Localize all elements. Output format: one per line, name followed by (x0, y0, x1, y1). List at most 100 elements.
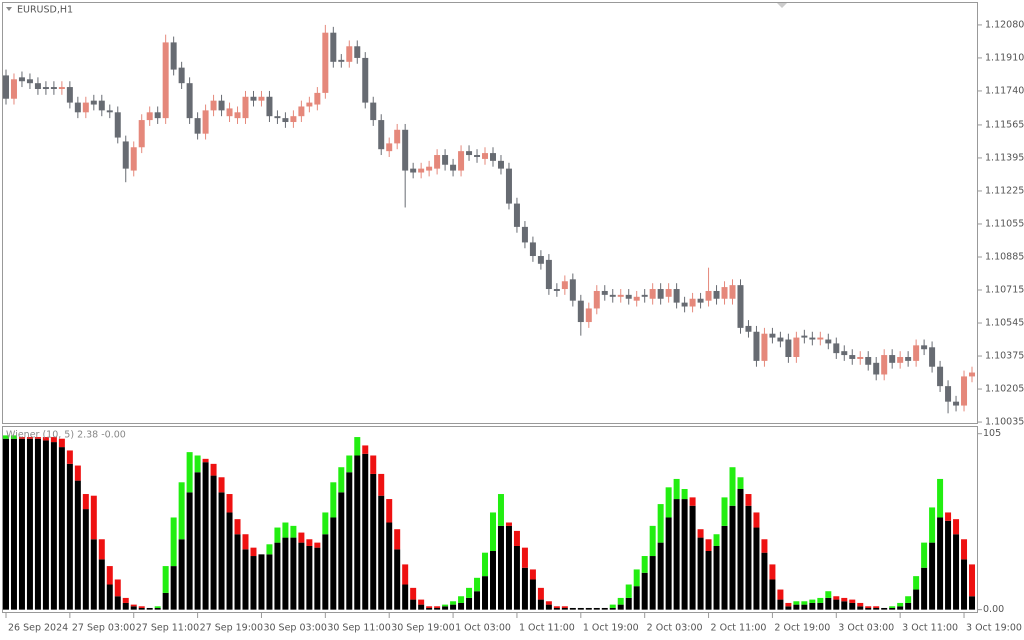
histogram-bar (537, 587, 544, 600)
candle-body (58, 87, 65, 90)
histogram-bar (466, 597, 473, 610)
candle-body (969, 372, 976, 377)
candle-body (689, 298, 696, 307)
histogram-bar (849, 602, 856, 610)
histogram-bar (609, 607, 616, 610)
histogram-bar (194, 472, 201, 610)
histogram-bar (410, 599, 417, 610)
candle-body (386, 143, 393, 152)
histogram-bar (106, 566, 113, 585)
shift-marker[interactable] (777, 3, 787, 8)
histogram-bar (66, 450, 73, 464)
histogram-bar (210, 463, 217, 476)
candle-body (593, 290, 600, 309)
histogram-bar (577, 607, 584, 610)
histogram-bar (42, 440, 49, 610)
histogram-bar (122, 602, 129, 610)
histogram-bar (42, 437, 49, 441)
histogram-bar (969, 596, 976, 610)
collapse-arrow[interactable] (6, 7, 12, 11)
candle-body (793, 337, 800, 358)
candle-body (418, 168, 425, 173)
histogram-bar (74, 480, 81, 610)
histogram-bar (913, 589, 920, 610)
histogram-bar (466, 587, 473, 598)
histogram-bar (402, 584, 409, 610)
histogram-bar (370, 473, 377, 610)
x-tick-label: 3 Oct 11:00 (902, 623, 958, 634)
histogram-bar (10, 435, 17, 439)
histogram-bar (290, 525, 297, 538)
histogram-bar (953, 534, 960, 610)
histogram-bar (737, 477, 744, 489)
histogram-bar (202, 462, 209, 610)
histogram-bar (186, 492, 193, 610)
histogram-bar (218, 477, 225, 493)
histogram-bar (929, 507, 936, 543)
histogram-bar (274, 542, 281, 610)
histogram-bar (529, 569, 536, 580)
candle-body (314, 92, 321, 105)
histogram-bar (673, 478, 680, 500)
candle-body (34, 83, 41, 90)
candle-body (114, 112, 121, 138)
candle-body (825, 339, 832, 344)
histogram-bar (322, 512, 329, 535)
histogram-bar (162, 592, 169, 610)
candle-body (90, 100, 97, 105)
candle-body (330, 32, 337, 62)
histogram-bar (138, 607, 145, 610)
histogram-bar (442, 606, 449, 610)
histogram-bar (474, 577, 481, 592)
candle-body (641, 294, 648, 297)
histogram-bar (921, 567, 928, 610)
x-tick-label: 3 Oct 19:00 (966, 623, 1022, 634)
candle-body (513, 203, 520, 227)
histogram-bar (282, 537, 289, 610)
candle-body (154, 112, 161, 119)
candle-body (817, 337, 824, 340)
histogram-bar (114, 579, 121, 597)
histogram-bar (450, 604, 457, 610)
candle-body (745, 325, 752, 332)
candle-body (122, 141, 129, 169)
histogram-bar (242, 549, 249, 610)
candle-body (274, 116, 281, 119)
candle-body (242, 96, 249, 119)
histogram-bar (298, 542, 305, 610)
histogram-bar (186, 452, 193, 493)
candle-body (801, 335, 808, 338)
histogram-bar (521, 567, 528, 610)
histogram-bar (825, 591, 832, 598)
candle-body (737, 285, 744, 328)
y-tick-label: 1.10885 (985, 251, 1024, 262)
histogram-bar (601, 607, 608, 610)
candle-body (721, 287, 728, 299)
histogram-bar (146, 607, 153, 610)
histogram-bar (897, 606, 904, 610)
candle-body (186, 83, 193, 119)
histogram-bar (825, 597, 832, 610)
histogram-bar (969, 564, 976, 597)
candle-body (338, 59, 345, 62)
histogram-bar (625, 584, 632, 598)
histogram-bar (913, 576, 920, 590)
candle-body (194, 118, 201, 134)
histogram-bar (657, 542, 664, 610)
candle-body (833, 343, 840, 354)
candle-body (561, 281, 568, 290)
indicator-panel (2, 426, 978, 613)
candle-body (2, 75, 9, 99)
candle-body (681, 302, 688, 307)
candle-body (601, 290, 608, 295)
candle-body (713, 290, 720, 299)
histogram-bar (849, 599, 856, 603)
histogram-bar (122, 597, 129, 603)
histogram-bar (266, 554, 273, 610)
histogram-bar (346, 455, 353, 473)
histogram-bar (617, 604, 624, 610)
candle-body (322, 32, 329, 93)
histogram-bar (785, 602, 792, 607)
histogram-bar (250, 556, 257, 610)
